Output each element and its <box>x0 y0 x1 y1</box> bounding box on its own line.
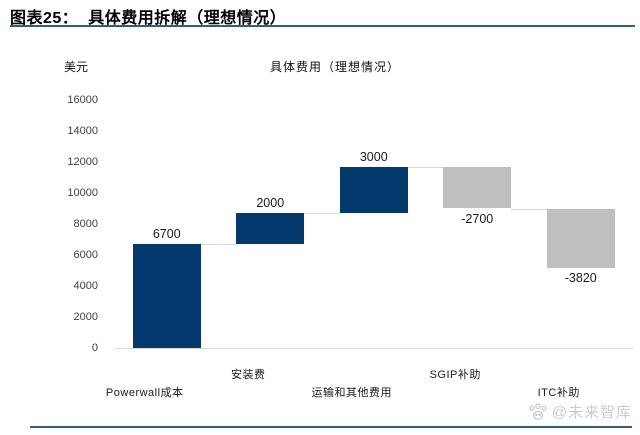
watermark: @未来智库 <box>527 401 632 422</box>
y-tick-label: 4000 <box>73 279 98 292</box>
x-category-label: SGIP补助 <box>429 369 481 381</box>
watermark-text: @未来智库 <box>551 404 632 421</box>
chart-title: 具体费用（理想情况） <box>269 60 400 74</box>
x-category-label: ITC补助 <box>537 387 580 399</box>
y-tick-label: 8000 <box>73 217 98 230</box>
y-tick-label: 0 <box>91 341 98 354</box>
bar-value-label: 3000 <box>359 149 388 164</box>
bar-value-label: 2000 <box>256 196 285 211</box>
x-category-label: Powerwall成本 <box>105 387 184 399</box>
waterfall-bar <box>443 166 512 209</box>
bar-value-label: 6700 <box>152 227 181 242</box>
connector-line <box>511 208 547 210</box>
x-category-label: 运输和其他费用 <box>311 387 392 399</box>
y-axis-unit-label: 美元 <box>64 60 89 74</box>
connector-line <box>407 166 444 168</box>
waterfall-bar <box>339 166 408 214</box>
y-tick-label: 16000 <box>67 93 98 106</box>
y-tick-label: 10000 <box>67 186 98 199</box>
bar-value-label: -3820 <box>564 270 597 285</box>
y-tick-label: 2000 <box>73 310 98 323</box>
waterfall-bar <box>546 208 615 268</box>
bar-value-label: -2700 <box>461 211 494 226</box>
x-axis-line <box>115 348 633 349</box>
waterfall-bar <box>132 244 201 348</box>
y-tick-label: 12000 <box>67 155 98 168</box>
waterfall-bar <box>236 213 305 245</box>
y-tick-label: 6000 <box>73 248 98 261</box>
y-tick-label: 14000 <box>67 124 98 137</box>
x-category-label: 安装费 <box>231 369 266 381</box>
bottom-divider <box>30 426 632 428</box>
connector-line <box>200 244 237 246</box>
title-underline <box>10 25 635 27</box>
figure-title: 图表25： 具体费用拆解（理想情况） <box>10 10 287 27</box>
paw-logo-icon <box>529 402 547 420</box>
connector-line <box>304 213 340 215</box>
